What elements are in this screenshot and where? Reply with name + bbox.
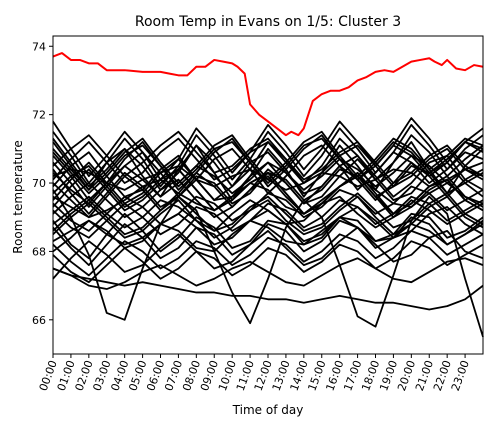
chart-title: Room Temp in Evans on 1/5: Cluster 3	[135, 14, 401, 30]
series-line-33	[52, 165, 484, 215]
series-line-28	[52, 216, 484, 266]
series-line-18	[52, 195, 484, 239]
y-tick-label: 74	[32, 40, 46, 53]
x-ticks: 00:0001:0002:0003:0004:0005:0006:0007:00…	[37, 354, 472, 393]
series-line-26	[52, 267, 484, 311]
series-line-8	[52, 117, 484, 181]
y-tick-label: 68	[32, 245, 46, 258]
y-ticks: 66 68 70 72 74	[32, 40, 53, 327]
series-line-34	[52, 134, 484, 191]
series-line-25	[52, 124, 484, 188]
y-tick-label: 66	[32, 314, 46, 327]
series-line-12	[52, 212, 484, 260]
series-line-9	[52, 257, 484, 290]
series-line-30	[52, 137, 484, 195]
y-tick-label: 72	[32, 109, 46, 122]
x-axis-label: Time of day	[232, 403, 304, 417]
plot-frame	[52, 35, 484, 355]
series-line-31	[52, 230, 484, 277]
series-line-19	[52, 130, 484, 191]
plot-lines	[52, 52, 484, 338]
y-axis-label: Room temperature	[11, 140, 25, 253]
series-line-21	[52, 226, 484, 280]
y-tick-label: 70	[32, 177, 46, 190]
highlight-series-line	[52, 52, 484, 137]
series-line-16	[52, 189, 484, 338]
series-line-35	[52, 192, 484, 236]
series-line-24	[52, 185, 484, 232]
